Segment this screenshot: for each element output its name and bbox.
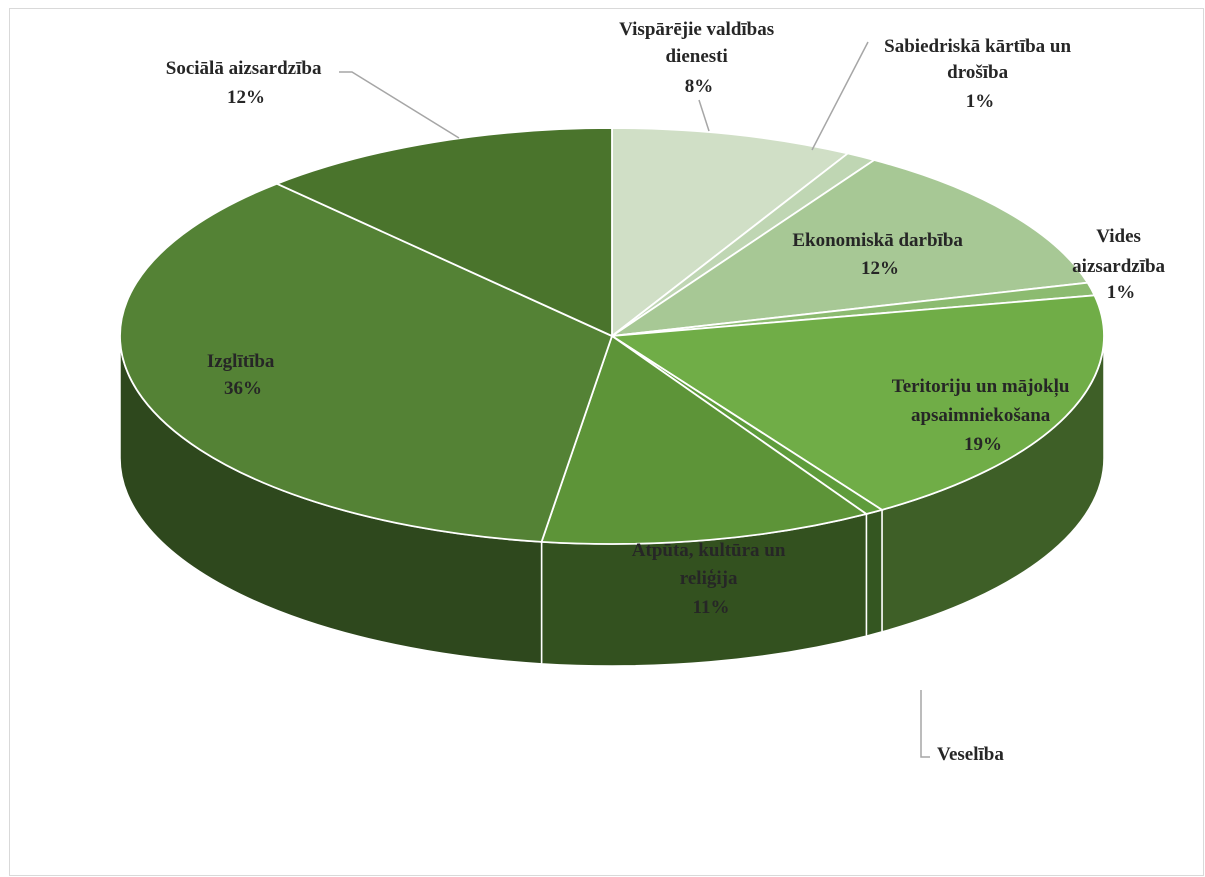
label-teritoriju-un-mājokļu-apsaimniekošana: Teritoriju un mājokļu apsaimniekošana 19… bbox=[892, 376, 1074, 455]
label-sabiedriskā-kārtība-un-drošība: Sabiedriskā kārtība un drošība 1% bbox=[884, 36, 1076, 112]
label-vides-aizsardzība: Vides aizsardzība 1% bbox=[1072, 226, 1170, 303]
pie-slice-sociālā-aizsardzība bbox=[274, 127, 613, 338]
label-sociālā-aizsardzība: Sociālā aizsardzība 12% bbox=[166, 58, 326, 108]
label-izglītība: Izglītība 36% bbox=[207, 351, 279, 399]
label-veselība: Veselība bbox=[937, 744, 1004, 765]
label-ekonomiskā-darbība: Ekonomiskā darbība 12% bbox=[792, 230, 967, 279]
pie-side-veselība bbox=[865, 508, 883, 638]
label-vispārējie-valdības-dienesti: Vispārējie valdības dienesti 8% bbox=[619, 19, 779, 97]
pie-slice-teritoriju-un-mājokļu-apsaimniekošana bbox=[609, 294, 1105, 511]
pie-slice-atpūta-kultūra-un-reliģija bbox=[540, 334, 869, 545]
leader-line-sabiedriskā-kārtība-un-drošība bbox=[811, 41, 869, 151]
pie-slice-ekonomiskā-darbība bbox=[611, 159, 1090, 337]
pie-slice-vispārējie-valdības-dienesti bbox=[611, 127, 850, 338]
pie-slice-izglītība bbox=[119, 182, 614, 543]
label-atpūta-kultūra-un-reliģija: Atpūta, kultūra un reliģija 11% bbox=[632, 540, 790, 618]
leader-line-sociālā-aizsardzība bbox=[339, 71, 460, 139]
leader-line-veselība bbox=[920, 690, 930, 758]
leader-line-vispārējie-valdības-dienesti bbox=[698, 99, 710, 132]
